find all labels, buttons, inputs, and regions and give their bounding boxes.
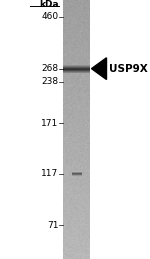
Text: 238: 238 (41, 77, 58, 86)
Text: 71: 71 (47, 221, 59, 230)
Text: 117: 117 (41, 169, 58, 178)
Text: 268: 268 (41, 64, 58, 73)
Text: 171: 171 (41, 119, 58, 127)
Text: USP9X: USP9X (110, 64, 148, 74)
Text: 460: 460 (41, 12, 58, 21)
Polygon shape (92, 58, 106, 80)
Text: kDa: kDa (39, 0, 58, 9)
